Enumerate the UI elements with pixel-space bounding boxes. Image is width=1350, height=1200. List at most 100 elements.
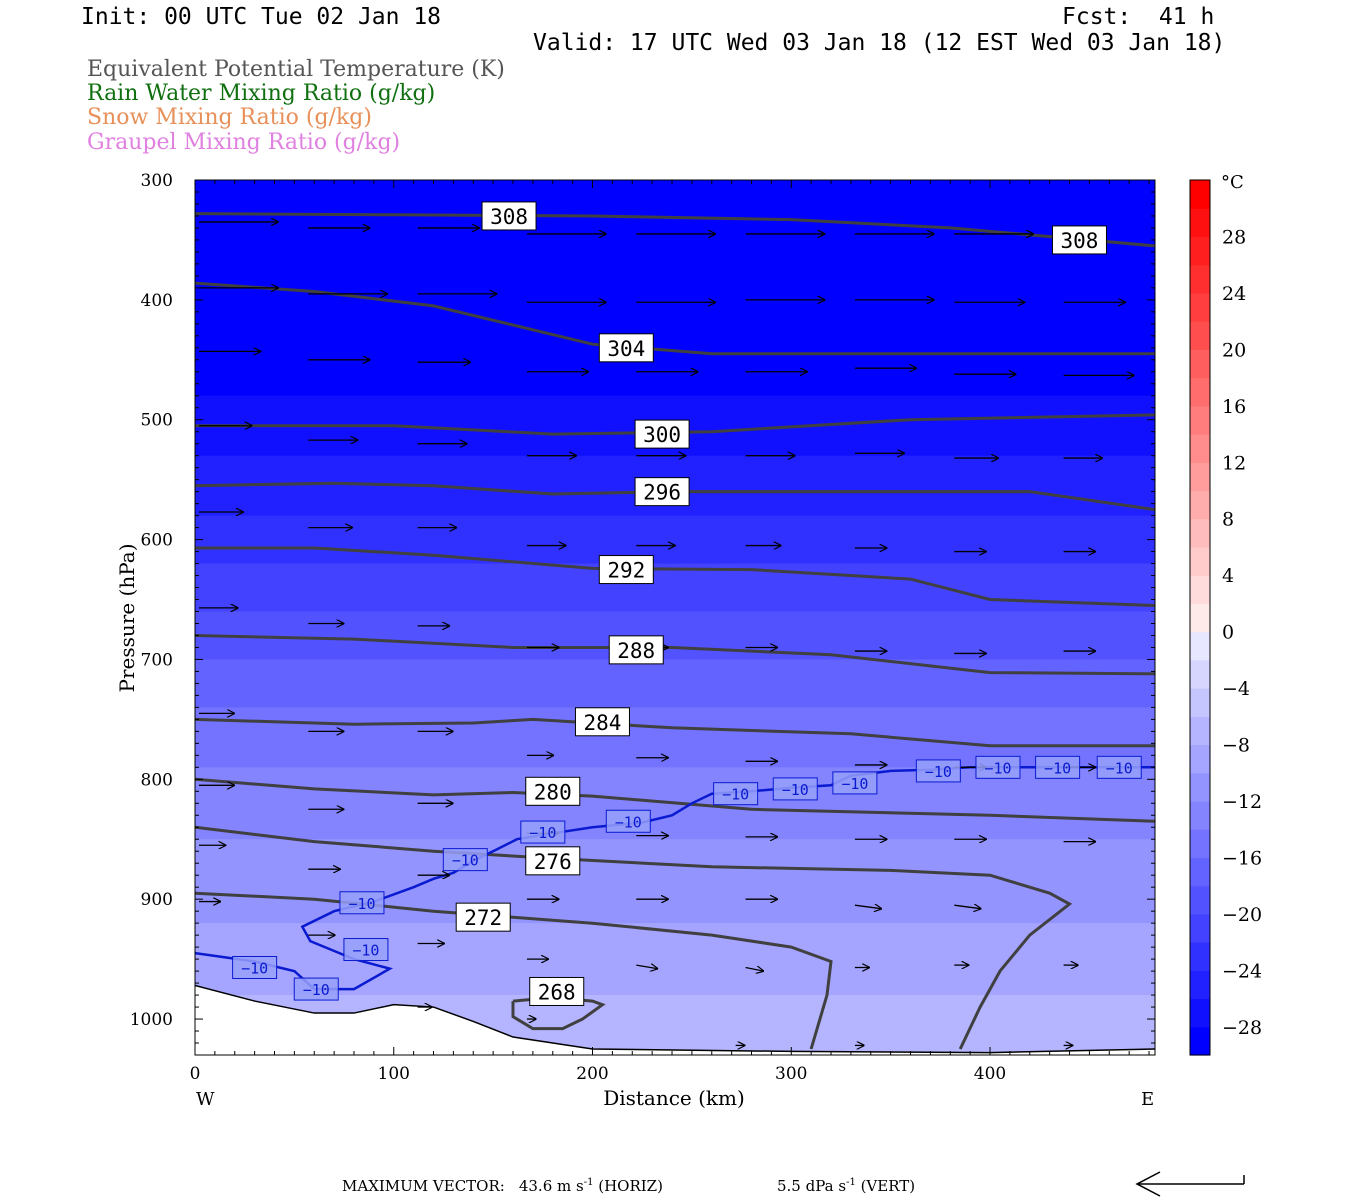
svg-text:276: 276	[534, 850, 572, 874]
max-vector-horiz-unit: (HORIZ)	[593, 1177, 663, 1195]
svg-text:−10: −10	[348, 895, 375, 913]
colorbar-tick-label-4: 4	[1222, 565, 1234, 587]
colorbar-tick-label--8: −8	[1222, 735, 1250, 757]
colorbar-swatch-10	[1190, 744, 1210, 774]
svg-text:280: 280	[534, 780, 572, 804]
colorbar-swatch-4	[1190, 913, 1210, 943]
wind-vector-83	[636, 965, 657, 969]
colorbar-frame	[1189, 179, 1211, 1056]
y-tick-label-800: 800	[141, 770, 173, 790]
colorbar-swatch-15	[1190, 603, 1210, 633]
max-vector-vert-unit: (VERT)	[856, 1177, 915, 1195]
isotherm-label-3: −10	[339, 891, 385, 915]
colorbar-swatch-3	[1190, 942, 1210, 971]
theta-e-label-308-1: 308	[1051, 225, 1107, 255]
isotherm-label-11: −10	[975, 755, 1021, 779]
x-axis-west-label: W	[196, 1089, 215, 1110]
init-time: Init: 00 UTC Tue 02 Jan 18	[81, 4, 442, 30]
wind-vector-78	[954, 905, 980, 909]
colorbar-swatch-17	[1190, 546, 1210, 576]
theta-e-label-304-0: 304	[598, 333, 654, 363]
isotherm-label-1: −10	[293, 977, 339, 1001]
isotherm-label-9: −10	[832, 771, 878, 795]
svg-text:−10: −10	[925, 763, 952, 781]
colorbar-tick-label--16: −16	[1222, 847, 1262, 869]
svg-text:−10: −10	[841, 775, 868, 793]
colorbar-tick-label--24: −24	[1222, 960, 1262, 982]
max-vector-horiz: 43.6 m s	[519, 1177, 584, 1195]
colorbar-swatch-19	[1190, 490, 1210, 520]
theta-e-contour-292	[195, 546, 1155, 607]
colorbar-swatch-22	[1190, 405, 1210, 435]
max-vector-caption: MAXIMUM VECTOR: 43.6 m s-1 (HORIZ)	[342, 1177, 663, 1195]
colorbar-swatch-13	[1190, 659, 1210, 689]
terrain-line	[195, 984, 1155, 1054]
svg-text:−10: −10	[452, 852, 479, 870]
colorbar-swatch-0	[1190, 1026, 1210, 1056]
temperature-band-4	[195, 563, 1155, 613]
max-vector-label: MAXIMUM VECTOR:	[342, 1177, 505, 1195]
svg-text:−10: −10	[352, 942, 379, 960]
theta-e-contour-308	[195, 212, 1155, 248]
isotherm-label-0: −10	[232, 956, 278, 979]
theta-e-label-284-0: 284	[574, 707, 630, 737]
valid-time: Valid: 17 UTC Wed 03 Jan 18 (12 EST Wed …	[533, 30, 1226, 56]
temperature-band-0	[195, 180, 1155, 397]
colorbar-unit: °C	[1221, 172, 1244, 193]
colorbar-swatch-12	[1190, 688, 1210, 717]
legend-rain: Rain Water Mixing Ratio (g/kg)	[87, 81, 436, 106]
theta-e-label-308-0: 308	[481, 201, 537, 231]
isotherm-contour--10	[195, 766, 1155, 991]
forecast-hour: Fcst: 41 h	[1062, 4, 1215, 30]
svg-text:300: 300	[643, 423, 681, 447]
theta-e-contour-288	[195, 634, 1155, 676]
plot-frame	[194, 179, 1156, 1056]
isotherm-label-10: −10	[915, 759, 961, 783]
y-tick-label-500: 500	[141, 411, 173, 431]
theta-e-label-300-0: 300	[634, 419, 690, 449]
colorbar-swatch-1	[1190, 998, 1210, 1028]
colorbar-tick-label-12: 12	[1222, 452, 1246, 474]
legend-theta-e: Equivalent Potential Temperature (K)	[87, 57, 505, 82]
max-vector-vert-exp: -1	[846, 1177, 856, 1188]
svg-text:−10: −10	[303, 981, 330, 999]
colorbar-swatch-20	[1190, 462, 1210, 492]
theta-e-contour-296	[195, 481, 1155, 512]
legend-snow: Snow Mixing Ratio (g/kg)	[87, 105, 372, 130]
temperature-band-5	[195, 611, 1155, 661]
colorbar-swatch-30	[1190, 180, 1210, 209]
svg-text:284: 284	[583, 711, 621, 735]
svg-text:268: 268	[538, 980, 576, 1004]
isotherm-label-13: −10	[1096, 755, 1142, 779]
svg-text:296: 296	[643, 481, 681, 505]
terrain-fill	[195, 985, 1155, 1055]
svg-text:−10: −10	[241, 960, 268, 978]
colorbar-swatch-2	[1190, 970, 1210, 1000]
theta-e-label-276-0: 276	[525, 846, 581, 876]
x-tick-label-200: 200	[576, 1064, 608, 1084]
colorbar-swatch-5	[1190, 885, 1210, 915]
svg-text:−10: −10	[615, 813, 642, 831]
isotherm-label-4: −10	[442, 848, 488, 872]
colorbar-swatch-8	[1190, 800, 1210, 830]
temperature-band-6	[195, 659, 1155, 709]
colorbar-swatch-9	[1190, 772, 1210, 802]
y-axis-title: Pressure (hPa)	[115, 544, 139, 693]
isotherm-label-2: −10	[343, 938, 389, 962]
theta-e-contour-300	[195, 413, 1155, 436]
legend-graupel: Graupel Mixing Ratio (g/kg)	[87, 130, 401, 155]
colorbar-swatch-16	[1190, 575, 1210, 604]
svg-text:292: 292	[607, 559, 645, 583]
colorbar-tick-label-24: 24	[1222, 283, 1246, 305]
colorbar-swatch-18	[1190, 518, 1210, 548]
x-tick-label-100: 100	[378, 1064, 410, 1084]
theta-e-label-288-0: 288	[608, 635, 664, 665]
colorbar-swatch-28	[1190, 236, 1210, 266]
y-tick-label-1000: 1000	[130, 1010, 173, 1030]
isotherm-label-12: −10	[1035, 755, 1081, 779]
svg-text:−10: −10	[1106, 759, 1133, 777]
reference-vector-arrow	[1135, 1171, 1245, 1197]
isotherm-label-6: −10	[605, 809, 651, 833]
theta-e-contour-304	[195, 281, 1155, 356]
colorbar-tick-label-8: 8	[1222, 509, 1234, 531]
